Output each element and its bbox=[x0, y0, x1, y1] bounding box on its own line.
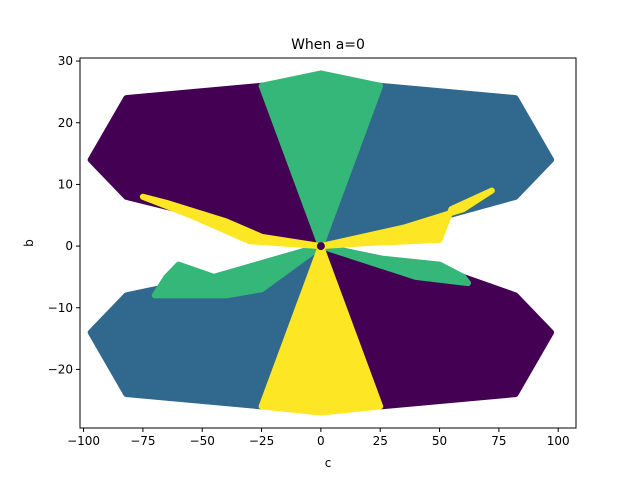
center-point bbox=[316, 242, 325, 251]
scatter-region-green-6 bbox=[317, 243, 471, 287]
x-tick-label: −100 bbox=[67, 434, 100, 448]
y-tick-label: 30 bbox=[58, 54, 73, 68]
x-tick-label: 100 bbox=[547, 434, 570, 448]
y-axis-label: b bbox=[22, 239, 36, 247]
y-tick-label: −10 bbox=[48, 301, 73, 315]
scatter-region-yellow-9 bbox=[317, 187, 495, 250]
scatter-region-green-4 bbox=[258, 70, 384, 250]
data-layer bbox=[87, 70, 555, 416]
y-tick-label: 20 bbox=[58, 116, 73, 130]
x-tick-label: −25 bbox=[249, 434, 274, 448]
y-tick-label: 10 bbox=[58, 177, 73, 191]
x-tick-label: 75 bbox=[491, 434, 506, 448]
scatter-region-green-5 bbox=[151, 243, 324, 299]
x-axis-label: c bbox=[325, 456, 332, 470]
x-tick-label: −50 bbox=[190, 434, 215, 448]
y-axis-ticks: −20 −10 0 10 20 30 bbox=[48, 54, 80, 376]
chart-title: When a=0 bbox=[291, 37, 365, 53]
x-tick-label: 25 bbox=[373, 434, 388, 448]
y-tick-label: 0 bbox=[65, 239, 73, 253]
y-tick-label: −20 bbox=[48, 362, 73, 376]
scatter-region-yellow-7 bbox=[258, 243, 384, 416]
x-tick-label: −75 bbox=[130, 434, 155, 448]
plot-frame bbox=[79, 57, 577, 429]
x-tick-label: 0 bbox=[317, 434, 325, 448]
scatter-region-yellow-8 bbox=[139, 193, 324, 250]
x-tick-label: 50 bbox=[432, 434, 447, 448]
x-axis-ticks: −100 −75 −50 −25 0 25 50 75 100 bbox=[67, 428, 570, 448]
